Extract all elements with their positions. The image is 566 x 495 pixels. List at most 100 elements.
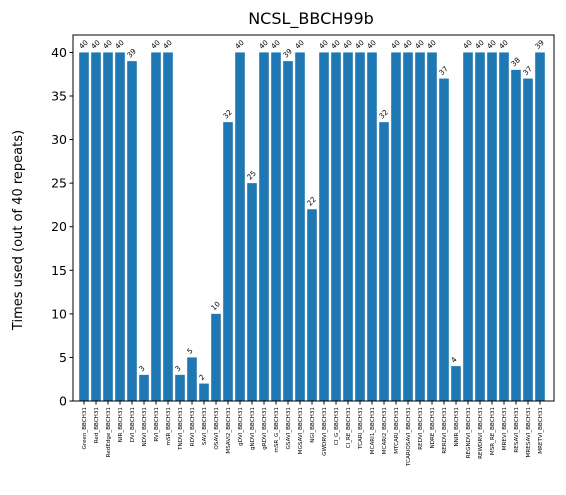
x-tick-label: MCARI1_BBCH31 xyxy=(370,407,376,455)
data-label: 40 xyxy=(269,38,282,51)
bar xyxy=(127,61,137,402)
bar xyxy=(355,52,365,402)
x-tick-label: MTCARI_BBCH31 xyxy=(394,407,400,454)
data-label: 5 xyxy=(185,346,195,356)
x-tick-label: MGSAVI_BBCH31 xyxy=(298,407,304,455)
x-tick-label: REDVI_BBCH31 xyxy=(418,407,424,450)
x-tick-label: RVI_BBCH31 xyxy=(154,407,160,442)
y-tick-label: 5 xyxy=(59,350,67,365)
x-tick-label: gRDVI_BBCH31 xyxy=(262,407,268,450)
data-label: 38 xyxy=(509,55,522,68)
bar xyxy=(535,52,545,402)
x-tick-label: TNDVI_BBCH31 xyxy=(178,407,184,451)
x-tick-label: NGI_BBCH31 xyxy=(310,407,316,443)
bar xyxy=(511,69,521,401)
x-tick-label: NNIR_BBCH31 xyxy=(454,407,460,447)
data-label: 32 xyxy=(377,108,390,121)
bar xyxy=(295,52,305,402)
x-tick-label: MSR_RE_BBCH31 xyxy=(490,407,496,456)
x-tick-label: RESAVI_BBCH31 xyxy=(514,407,520,453)
x-tick-label: CI_RE_BBCH31 xyxy=(346,407,352,449)
bar xyxy=(331,52,341,402)
x-tick-label: MREVI_BBCH31 xyxy=(502,407,508,451)
x-tick-label: DVI_BBCH31 xyxy=(130,407,136,443)
x-tick-label: REWDRVI_BBCH31 xyxy=(478,407,484,459)
bar xyxy=(223,122,233,402)
bar xyxy=(403,52,413,402)
data-label: 39 xyxy=(281,46,294,59)
x-tick-label: gNDVI_BBCH31 xyxy=(250,407,256,450)
bar xyxy=(427,52,437,402)
bar xyxy=(91,52,101,402)
bar xyxy=(271,52,281,402)
data-label: 2 xyxy=(197,372,207,382)
bar xyxy=(247,183,257,401)
axes-frame xyxy=(72,34,555,402)
x-tick-label: REGNDVI_BBCH31 xyxy=(466,407,472,459)
bar xyxy=(187,357,197,401)
x-tick-label: gDVI_BBCH31 xyxy=(238,407,244,446)
bar xyxy=(103,52,113,402)
bar xyxy=(379,122,389,402)
bar xyxy=(439,78,449,402)
data-label: 40 xyxy=(161,38,174,51)
y-tick-label: 25 xyxy=(51,176,67,191)
bar xyxy=(79,52,89,402)
bar xyxy=(235,52,245,402)
x-tick-label: NIR_BBCH31 xyxy=(118,407,124,443)
y-axis-label: Times used (out of 40 repeats) xyxy=(11,130,26,331)
y-tick-label: 10 xyxy=(51,306,67,321)
x-tick-label: RERDVI_BBCH31 xyxy=(442,407,448,454)
x-tick-label: OSAVI_BBCH31 xyxy=(214,407,220,450)
bar xyxy=(151,52,161,402)
data-label: 40 xyxy=(233,38,246,51)
bar xyxy=(283,61,293,402)
x-tick-label: mSR_G_BBCH31 xyxy=(274,407,280,453)
data-label: 22 xyxy=(305,195,318,208)
data-label: 32 xyxy=(221,108,234,121)
bar xyxy=(523,78,533,402)
data-label: 39 xyxy=(125,46,138,59)
y-tick-label: 15 xyxy=(51,263,67,278)
bar xyxy=(463,52,473,402)
data-label: 40 xyxy=(293,38,306,51)
bar xyxy=(139,374,149,401)
data-label: 37 xyxy=(521,64,534,77)
x-tick-label: RDVI_BBCH31 xyxy=(190,407,196,447)
x-tick-label: GSAVI_BBCH31 xyxy=(286,407,292,450)
bar xyxy=(343,52,353,402)
x-tick-label: mSR_BBCH31 xyxy=(166,407,172,446)
x-tick-label: SAVI_BBCH31 xyxy=(202,407,208,446)
bar xyxy=(259,52,269,402)
y-tick-label: 20 xyxy=(51,219,67,234)
x-tick-label: MRESAVI_BBCH31 xyxy=(526,407,532,458)
x-tick-label: MSAVI2_BBCH31 xyxy=(226,407,232,454)
x-tick-label: TCARI_BBCH31 xyxy=(358,407,364,450)
data-label: 25 xyxy=(245,169,258,182)
data-label: 10 xyxy=(209,299,222,312)
x-tick-label: TCARIOSAVI_BBCH31 xyxy=(406,407,412,467)
x-tick-label: CI_G_BBCH31 xyxy=(334,407,340,446)
data-label: 40 xyxy=(497,38,510,51)
data-label: 39 xyxy=(533,38,546,51)
bar xyxy=(319,52,329,402)
data-label: 40 xyxy=(365,38,378,51)
bar xyxy=(487,52,497,402)
chart-title: NCSL_BBCH99b xyxy=(248,9,374,29)
x-tick-label: MCARI2_BBCH31 xyxy=(382,407,388,455)
x-tick-label: MRETVI_BBCH31 xyxy=(538,407,544,454)
x-tick-label: Red_BBCH31 xyxy=(94,407,100,444)
y-tick-label: 35 xyxy=(51,89,67,104)
data-label: 40 xyxy=(113,38,126,51)
bar xyxy=(199,383,209,401)
bar xyxy=(415,52,425,402)
bar xyxy=(163,52,173,402)
bar xyxy=(211,313,221,401)
bar xyxy=(499,52,509,402)
x-tick-label: NDVI_BBCH31 xyxy=(142,407,148,447)
bar xyxy=(391,52,401,402)
y-tick-label: 0 xyxy=(59,394,67,409)
bar xyxy=(367,52,377,402)
bar xyxy=(115,52,125,402)
